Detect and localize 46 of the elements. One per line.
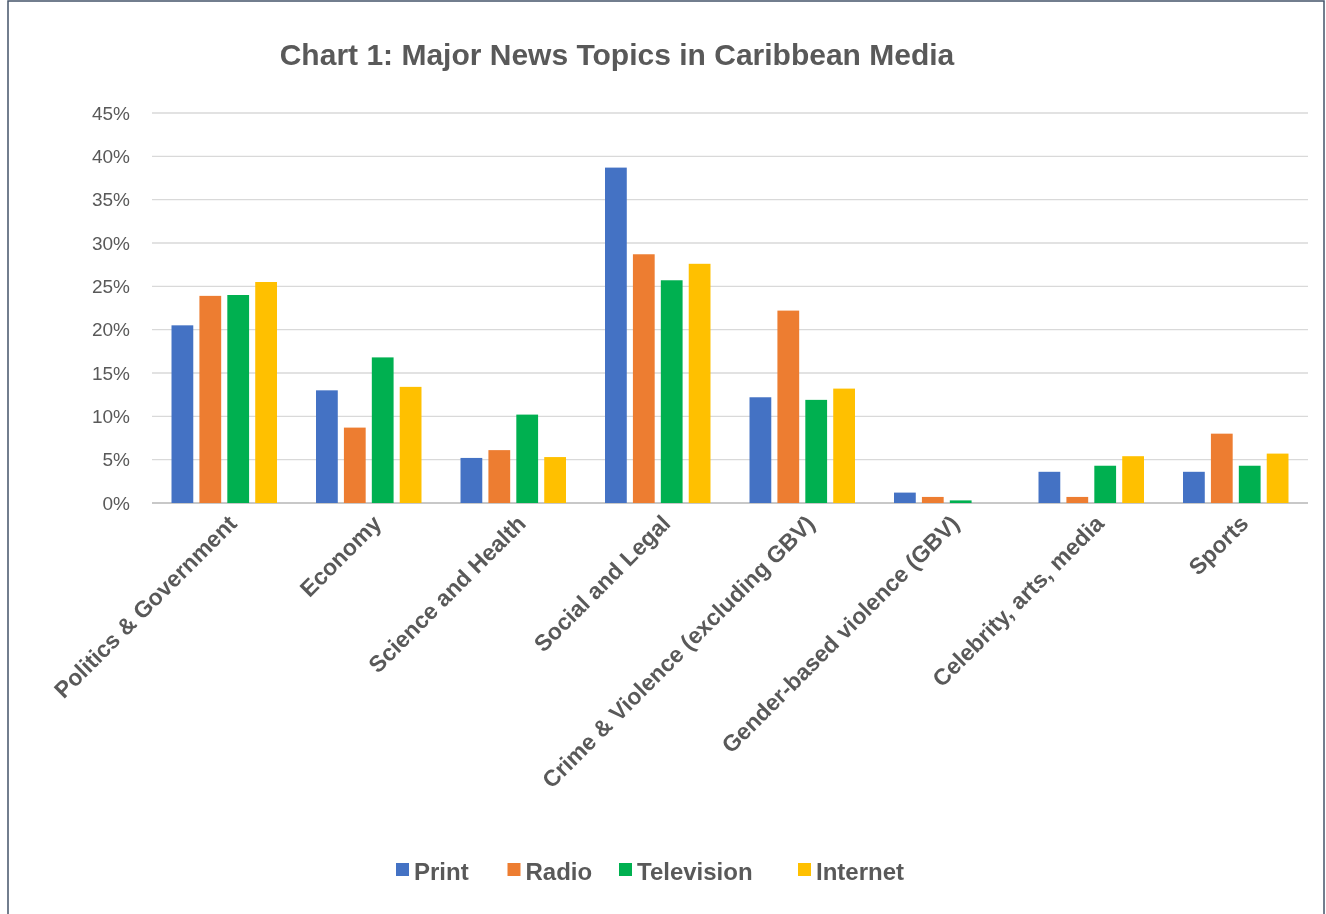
bar [1210,433,1233,503]
bar [805,399,828,503]
y-tick-label: 30% [91,232,131,254]
bar [171,325,194,503]
bar [660,280,683,503]
bar [199,295,222,503]
chart-title: Chart 1: Major News Topics in Caribbean Media [279,38,955,71]
bar [227,295,250,503]
bar [894,492,916,503]
bar [460,457,483,503]
y-tick-label: 10% [91,405,131,427]
bar [343,427,366,503]
bar [688,263,711,503]
bar [1038,471,1061,503]
bar [777,310,800,503]
bar [632,254,655,503]
bar [1122,456,1144,503]
bar [371,357,394,503]
bar [316,390,338,503]
bar [1183,471,1205,503]
y-tick-label: 0% [102,492,131,514]
legend-label: Print [414,858,469,886]
bar [1266,453,1289,503]
bar [833,388,855,503]
y-tick-label: 40% [91,145,131,167]
bar [516,414,539,503]
y-tick-label: 45% [91,102,131,124]
bar [488,450,511,503]
bar [1066,496,1089,503]
bar [399,386,422,503]
y-tick-label: 5% [102,449,131,471]
bar [255,282,277,503]
y-tick-label: 15% [91,362,131,384]
bar [949,500,972,503]
bar [749,397,772,503]
bar [544,457,566,503]
bar [921,496,944,503]
bar [1094,465,1117,503]
bar [1238,465,1261,503]
y-tick-label: 35% [91,189,131,211]
bar [605,167,627,503]
y-tick-label: 20% [91,319,131,341]
legend-label: Television [637,858,753,886]
legend-label: Radio [525,858,593,886]
y-tick-label: 25% [91,275,131,297]
legend-label: Internet [816,858,905,886]
